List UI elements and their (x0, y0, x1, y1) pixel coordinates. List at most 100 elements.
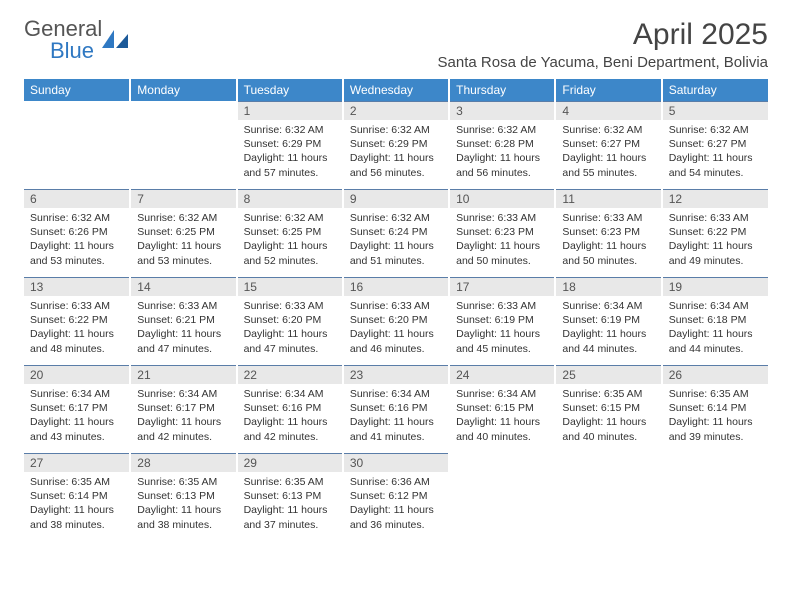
sunrise-text: Sunrise: 6:32 AM (562, 123, 654, 137)
calendar-cell: 5Sunrise: 6:32 AMSunset: 6:27 PMDaylight… (662, 101, 768, 189)
day-body: Sunrise: 6:35 AMSunset: 6:13 PMDaylight:… (238, 472, 342, 538)
daylight-text: Daylight: 11 hours and 51 minutes. (350, 239, 442, 267)
sunrise-text: Sunrise: 6:32 AM (137, 211, 229, 225)
daylight-text: Daylight: 11 hours and 44 minutes. (562, 327, 654, 355)
month-title: April 2025 (438, 18, 768, 52)
day-body: Sunrise: 6:32 AMSunset: 6:25 PMDaylight:… (131, 208, 235, 274)
sunrise-text: Sunrise: 6:32 AM (350, 211, 442, 225)
sunset-text: Sunset: 6:24 PM (350, 225, 442, 239)
day-body: Sunrise: 6:35 AMSunset: 6:15 PMDaylight:… (556, 384, 660, 450)
day-body: Sunrise: 6:35 AMSunset: 6:13 PMDaylight:… (131, 472, 235, 538)
day-body: Sunrise: 6:34 AMSunset: 6:16 PMDaylight:… (344, 384, 448, 450)
day-number: 3 (450, 101, 554, 120)
day-number: 15 (238, 277, 342, 296)
calendar-cell: 2Sunrise: 6:32 AMSunset: 6:29 PMDaylight… (343, 101, 449, 189)
day-number: 29 (238, 453, 342, 472)
sunrise-text: Sunrise: 6:34 AM (30, 387, 123, 401)
sunrise-text: Sunrise: 6:32 AM (30, 211, 123, 225)
day-number: 8 (238, 189, 342, 208)
calendar-cell: 9Sunrise: 6:32 AMSunset: 6:24 PMDaylight… (343, 189, 449, 277)
sunset-text: Sunset: 6:19 PM (456, 313, 548, 327)
daylight-text: Daylight: 11 hours and 40 minutes. (562, 415, 654, 443)
sunrise-text: Sunrise: 6:33 AM (669, 211, 762, 225)
day-body: Sunrise: 6:33 AMSunset: 6:22 PMDaylight:… (663, 208, 768, 274)
day-number: 6 (24, 189, 129, 208)
sunset-text: Sunset: 6:14 PM (30, 489, 123, 503)
day-number: 10 (450, 189, 554, 208)
sunrise-text: Sunrise: 6:35 AM (30, 475, 123, 489)
sunrise-text: Sunrise: 6:34 AM (244, 387, 336, 401)
daylight-text: Daylight: 11 hours and 38 minutes. (30, 503, 123, 531)
daylight-text: Daylight: 11 hours and 37 minutes. (244, 503, 336, 531)
sunrise-text: Sunrise: 6:33 AM (456, 299, 548, 313)
day-body: Sunrise: 6:34 AMSunset: 6:15 PMDaylight:… (450, 384, 554, 450)
daylight-text: Daylight: 11 hours and 42 minutes. (137, 415, 229, 443)
day-number: 18 (556, 277, 660, 296)
location-label: Santa Rosa de Yacuma, Beni Department, B… (438, 54, 768, 71)
sunset-text: Sunset: 6:13 PM (244, 489, 336, 503)
day-body: Sunrise: 6:32 AMSunset: 6:29 PMDaylight:… (238, 120, 342, 186)
sunset-text: Sunset: 6:18 PM (669, 313, 762, 327)
day-body: Sunrise: 6:32 AMSunset: 6:29 PMDaylight:… (344, 120, 448, 186)
sunrise-text: Sunrise: 6:33 AM (137, 299, 229, 313)
day-number: 16 (344, 277, 448, 296)
sunset-text: Sunset: 6:19 PM (562, 313, 654, 327)
weekday-thursday: Thursday (449, 79, 555, 101)
sunrise-text: Sunrise: 6:34 AM (562, 299, 654, 313)
daylight-text: Daylight: 11 hours and 40 minutes. (456, 415, 548, 443)
calendar-cell: 19Sunrise: 6:34 AMSunset: 6:18 PMDayligh… (662, 277, 768, 365)
calendar-cell: 12Sunrise: 6:33 AMSunset: 6:22 PMDayligh… (662, 189, 768, 277)
calendar-cell: 10 Sunrise: 6:33 AMSunset: 6:23 PMDayligh… (449, 189, 555, 277)
day-body: Sunrise: 6:32 AMSunset: 6:24 PMDaylight:… (344, 208, 448, 274)
calendar-cell: 21Sunrise: 6:34 AMSunset: 6:17 PMDayligh… (130, 365, 236, 453)
sunset-text: Sunset: 6:16 PM (244, 401, 336, 415)
calendar-cell: 16Sunrise: 6:33 AMSunset: 6:20 PMDayligh… (343, 277, 449, 365)
calendar-cell: 14Sunrise: 6:33 AMSunset: 6:21 PMDayligh… (130, 277, 236, 365)
daylight-text: Daylight: 11 hours and 42 minutes. (244, 415, 336, 443)
sunrise-text: Sunrise: 6:34 AM (456, 387, 548, 401)
sunset-text: Sunset: 6:23 PM (456, 225, 548, 239)
sunset-text: Sunset: 6:17 PM (137, 401, 229, 415)
sunrise-text: Sunrise: 6:33 AM (456, 211, 548, 225)
sunset-text: Sunset: 6:27 PM (669, 137, 762, 151)
sunset-text: Sunset: 6:12 PM (350, 489, 442, 503)
calendar-cell: 1Sunrise: 6:32 AMSunset: 6:29 PMDaylight… (237, 101, 343, 189)
calendar-row: 6Sunrise: 6:32 AMSunset: 6:26 PMDaylight… (24, 189, 768, 277)
sunrise-text: Sunrise: 6:34 AM (350, 387, 442, 401)
sunset-text: Sunset: 6:26 PM (30, 225, 123, 239)
day-body: Sunrise: 6:32 AMSunset: 6:27 PMDaylight:… (663, 120, 768, 186)
weekday-saturday: Saturday (662, 79, 768, 101)
daylight-text: Daylight: 11 hours and 48 minutes. (30, 327, 123, 355)
sunrise-text: Sunrise: 6:32 AM (350, 123, 442, 137)
sunset-text: Sunset: 6:29 PM (350, 137, 442, 151)
daylight-text: Daylight: 11 hours and 41 minutes. (350, 415, 442, 443)
day-number: 9 (344, 189, 448, 208)
calendar-row: 27Sunrise: 6:35 AMSunset: 6:14 PMDayligh… (24, 453, 768, 541)
sunset-text: Sunset: 6:23 PM (562, 225, 654, 239)
sunset-text: Sunset: 6:17 PM (30, 401, 123, 415)
day-number: 20 (24, 365, 129, 384)
sunrise-text: Sunrise: 6:35 AM (137, 475, 229, 489)
day-body: Sunrise: 6:32 AMSunset: 6:27 PMDaylight:… (556, 120, 660, 186)
sunset-text: Sunset: 6:20 PM (244, 313, 336, 327)
day-number: 25 (556, 365, 660, 384)
day-number: 19 (663, 277, 768, 296)
sunrise-text: Sunrise: 6:32 AM (669, 123, 762, 137)
sunset-text: Sunset: 6:28 PM (456, 137, 548, 151)
day-body: Sunrise: 6:34 AMSunset: 6:18 PMDaylight:… (663, 296, 768, 362)
daylight-text: Daylight: 11 hours and 55 minutes. (562, 151, 654, 179)
sunrise-text: Sunrise: 6:35 AM (244, 475, 336, 489)
weekday-tuesday: Tuesday (237, 79, 343, 101)
daylight-text: Daylight: 11 hours and 47 minutes. (137, 327, 229, 355)
day-body: Sunrise: 6:35 AMSunset: 6:14 PMDaylight:… (663, 384, 768, 450)
weekday-wednesday: Wednesday (343, 79, 449, 101)
weekday-sunday: Sunday (24, 79, 130, 101)
day-number: 5 (663, 101, 768, 120)
sunset-text: Sunset: 6:16 PM (350, 401, 442, 415)
daylight-text: Daylight: 11 hours and 50 minutes. (456, 239, 548, 267)
weekday-monday: Monday (130, 79, 236, 101)
sunrise-text: Sunrise: 6:35 AM (669, 387, 762, 401)
sunrise-text: Sunrise: 6:32 AM (456, 123, 548, 137)
sunrise-text: Sunrise: 6:36 AM (350, 475, 442, 489)
daylight-text: Daylight: 11 hours and 50 minutes. (562, 239, 654, 267)
